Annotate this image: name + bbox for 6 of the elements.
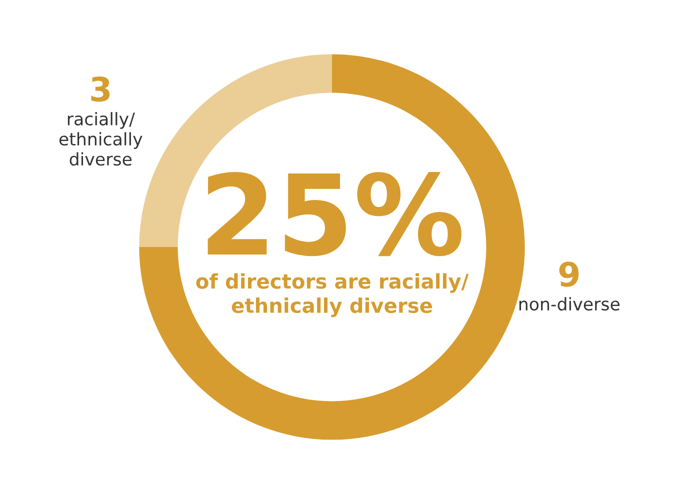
data-label: 3 — [91, 76, 110, 102]
slice-label: non-diverse — [519, 297, 620, 311]
data-label: 9 — [559, 262, 579, 287]
slice-label: racially/ ethnically diverse — [59, 112, 142, 166]
text: of directors are racially/ ethnically diverse — [196, 273, 469, 318]
text: 25% — [208, 172, 462, 256]
